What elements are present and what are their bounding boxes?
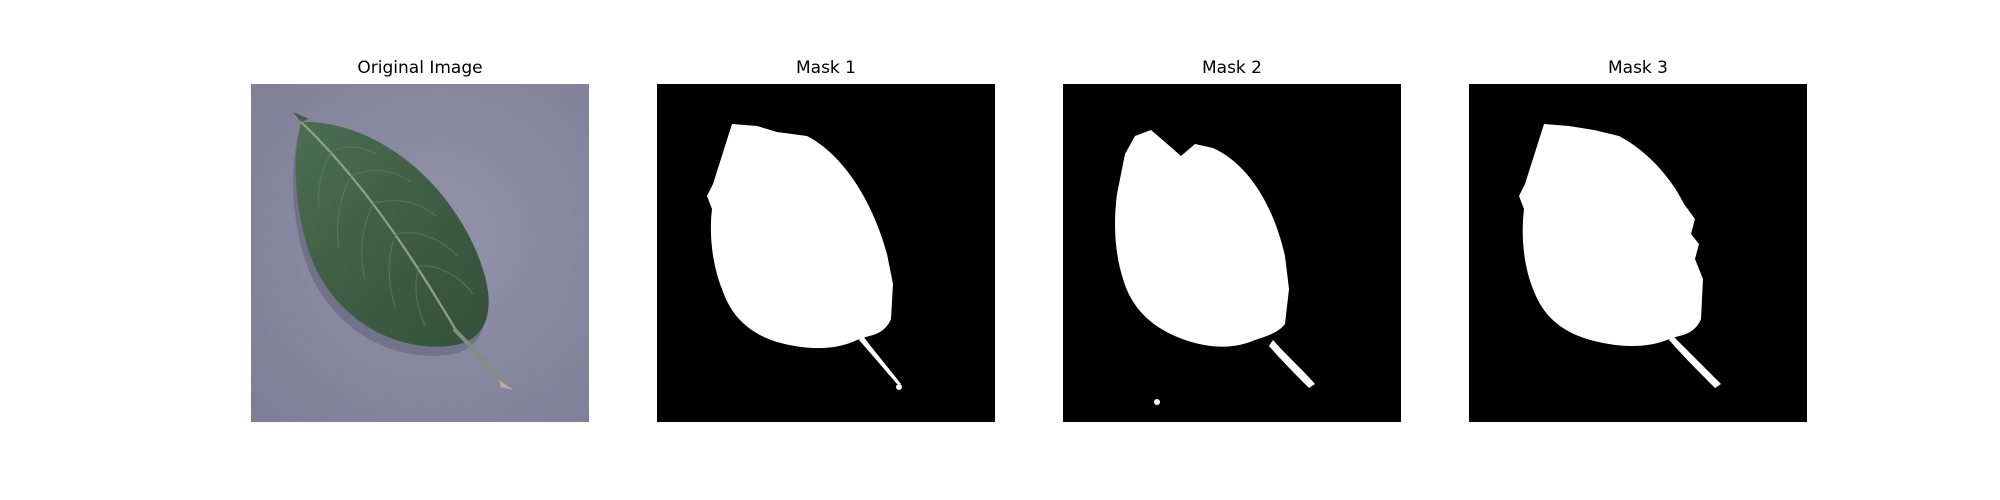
mask-1-stem [859, 336, 901, 384]
mask-2-image [1063, 84, 1401, 422]
mask-3-leaf-region [1519, 124, 1703, 347]
panel-title: Mask 2 [1201, 58, 1262, 78]
panel-title: Mask 3 [1607, 58, 1668, 78]
panel-mask-1: Mask 1 [657, 57, 995, 422]
mask-3-stem [1669, 336, 1721, 388]
leaf-midrib [300, 121, 458, 333]
original-leaf-photo [251, 84, 589, 422]
leaf-petiole [453, 328, 505, 386]
mask-2-stem [1269, 340, 1315, 388]
mask-3-svg [1469, 84, 1807, 422]
leaf-blade [295, 121, 489, 347]
panel-title: Mask 1 [795, 58, 856, 78]
mask-2-leaf-region [1115, 130, 1289, 347]
mask-3-image [1469, 84, 1807, 422]
mask-2-svg [1063, 84, 1401, 422]
panel-mask-3: Mask 3 [1469, 57, 1807, 422]
leaf-photo-svg [251, 84, 589, 422]
mask-1-svg [657, 84, 995, 422]
panel-original: Original Image [251, 57, 589, 422]
mask-1-image [657, 84, 995, 422]
panel-title: Original Image [357, 58, 483, 78]
mask-1-leaf-region [707, 124, 893, 349]
panel-mask-2: Mask 2 [1063, 57, 1401, 422]
